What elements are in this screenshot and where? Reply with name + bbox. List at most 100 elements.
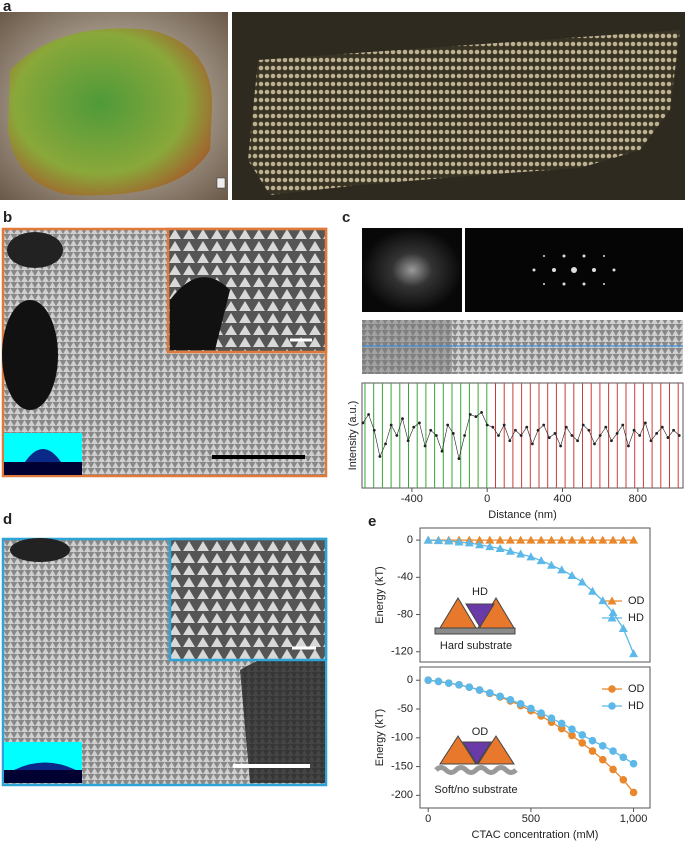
data-marker bbox=[577, 577, 587, 586]
intensity-point bbox=[660, 425, 664, 429]
data-marker bbox=[537, 709, 545, 717]
y-tick-label: -80 bbox=[397, 608, 413, 620]
x-tick-label: 0 bbox=[425, 813, 431, 825]
intensity-point bbox=[638, 434, 642, 437]
intensity-point bbox=[367, 413, 370, 416]
data-marker bbox=[546, 560, 556, 569]
data-marker bbox=[608, 608, 618, 617]
panel-label: d bbox=[3, 511, 12, 528]
data-marker bbox=[567, 535, 577, 544]
data-marker bbox=[536, 535, 546, 544]
data-marker bbox=[475, 686, 484, 694]
y-axis-title: Energy (kT) bbox=[374, 709, 386, 766]
intensity-point bbox=[615, 432, 619, 435]
panel-e-insets bbox=[434, 597, 518, 775]
data-marker bbox=[485, 535, 495, 544]
intensity-point bbox=[440, 449, 444, 453]
data-marker bbox=[629, 535, 639, 544]
x-tick-label: 400 bbox=[553, 493, 571, 505]
panel-label: c bbox=[342, 209, 350, 226]
data-marker bbox=[516, 535, 526, 544]
y-tick-label: 0 bbox=[407, 534, 413, 546]
intensity-point bbox=[485, 423, 489, 427]
x-tick-label: 1,000 bbox=[620, 813, 648, 825]
legend-marker bbox=[608, 685, 616, 693]
intensity-point bbox=[530, 442, 534, 446]
intensity-point bbox=[655, 432, 659, 435]
data-marker bbox=[598, 755, 607, 764]
legend-label: HD bbox=[628, 700, 644, 712]
intensity-point bbox=[378, 455, 382, 458]
intensity-point bbox=[627, 444, 630, 448]
intensity-point bbox=[372, 428, 376, 432]
data-marker bbox=[547, 714, 556, 723]
intensity-point bbox=[536, 428, 540, 432]
legend-marker bbox=[607, 596, 617, 605]
data-marker bbox=[546, 535, 556, 544]
data-marker bbox=[598, 596, 608, 605]
intensity-point bbox=[429, 428, 433, 432]
intensity-point bbox=[418, 421, 421, 425]
intensity-point bbox=[406, 439, 410, 443]
intensity-point bbox=[446, 423, 450, 427]
intensity-point bbox=[643, 421, 647, 425]
data-marker bbox=[444, 679, 453, 687]
y-tick-label: -100 bbox=[391, 732, 413, 744]
data-marker bbox=[516, 700, 525, 708]
data-marker bbox=[618, 535, 628, 544]
data-marker bbox=[486, 689, 494, 697]
intensity-point bbox=[474, 415, 478, 418]
x-tick-label: 500 bbox=[522, 813, 540, 825]
intensity-point bbox=[389, 423, 393, 427]
data-marker bbox=[526, 535, 536, 544]
x-axis-title: Distance (nm) bbox=[488, 509, 556, 521]
intensity-point bbox=[604, 425, 608, 429]
intensity-point bbox=[412, 425, 416, 429]
data-marker bbox=[588, 747, 597, 755]
intensity-point bbox=[576, 439, 579, 443]
panel-d-images bbox=[1, 537, 328, 787]
intensity-point bbox=[423, 444, 427, 448]
data-marker bbox=[609, 765, 617, 774]
intensity-point bbox=[593, 442, 596, 446]
data-marker bbox=[444, 536, 454, 545]
y-tick-label: -40 bbox=[397, 571, 413, 583]
data-marker bbox=[505, 546, 515, 555]
intensity-point bbox=[553, 432, 557, 435]
inset-annotation: OD bbox=[472, 726, 489, 738]
intensity-point bbox=[649, 439, 653, 443]
data-marker bbox=[485, 542, 495, 551]
intensity-point bbox=[570, 434, 574, 437]
data-marker bbox=[434, 677, 443, 686]
y-axis-title: Intensity (a.u.) bbox=[347, 401, 359, 471]
y-tick-label: -50 bbox=[397, 703, 413, 715]
data-marker bbox=[629, 788, 638, 797]
data-marker bbox=[475, 535, 485, 544]
intensity-point bbox=[401, 417, 404, 421]
intensity-point bbox=[434, 434, 438, 437]
intensity-point bbox=[672, 428, 675, 432]
data-marker bbox=[465, 683, 474, 691]
legend-marker bbox=[608, 702, 616, 710]
data-marker bbox=[433, 536, 443, 545]
data-marker bbox=[598, 742, 607, 750]
data-marker bbox=[506, 696, 515, 704]
data-marker bbox=[629, 649, 639, 658]
y-tick-label: 0 bbox=[407, 674, 413, 686]
intensity-point bbox=[621, 423, 625, 427]
panel-c-images bbox=[362, 228, 683, 374]
intensity-point bbox=[547, 436, 551, 439]
intensity-point bbox=[451, 432, 455, 435]
data-marker bbox=[629, 759, 638, 768]
data-marker bbox=[516, 549, 526, 558]
x-tick-label: 0 bbox=[484, 493, 490, 505]
panel-label: a bbox=[3, 0, 12, 15]
data-marker bbox=[495, 535, 505, 544]
intensity-point bbox=[497, 434, 500, 437]
data-marker bbox=[527, 704, 535, 713]
intensity-point bbox=[491, 425, 495, 429]
x-tick-label: 800 bbox=[629, 493, 647, 505]
data-marker bbox=[578, 731, 587, 739]
